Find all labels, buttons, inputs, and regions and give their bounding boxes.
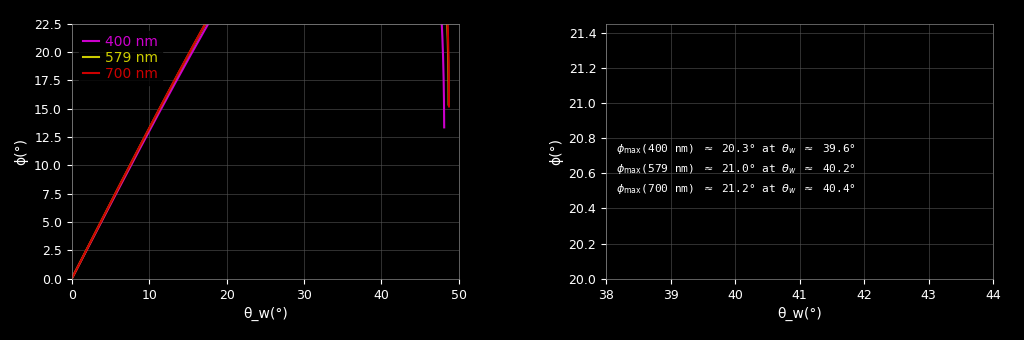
579 nm xyxy=(111,190,123,194)
579 nm xyxy=(442,103,455,107)
Line: 700 nm: 700 nm xyxy=(72,0,449,279)
Y-axis label: ϕ(°): ϕ(°) xyxy=(14,138,29,165)
Legend: 400 nm, 579 nm, 700 nm: 400 nm, 579 nm, 700 nm xyxy=(79,31,162,85)
579 nm xyxy=(66,277,78,281)
400 nm xyxy=(66,277,78,281)
Y-axis label: ϕ(°): ϕ(°) xyxy=(549,138,563,165)
Line: 579 nm: 579 nm xyxy=(72,0,449,279)
Line: 400 nm: 400 nm xyxy=(72,0,444,279)
400 nm xyxy=(438,125,451,130)
579 nm xyxy=(188,42,201,46)
579 nm xyxy=(102,204,115,208)
700 nm xyxy=(132,146,144,150)
579 nm xyxy=(90,229,102,233)
X-axis label: θ_w(°): θ_w(°) xyxy=(777,307,822,321)
700 nm xyxy=(176,64,188,68)
700 nm xyxy=(66,277,78,281)
400 nm xyxy=(156,106,168,110)
700 nm xyxy=(442,104,455,108)
Text: $\phi_{\rm max}$(400 nm) $\approx$ 20.3° at $\theta_w$ $\approx$ 39.6°
$\phi_{\r: $\phi_{\rm max}$(400 nm) $\approx$ 20.3°… xyxy=(615,142,856,196)
X-axis label: θ_w(°): θ_w(°) xyxy=(243,307,288,321)
